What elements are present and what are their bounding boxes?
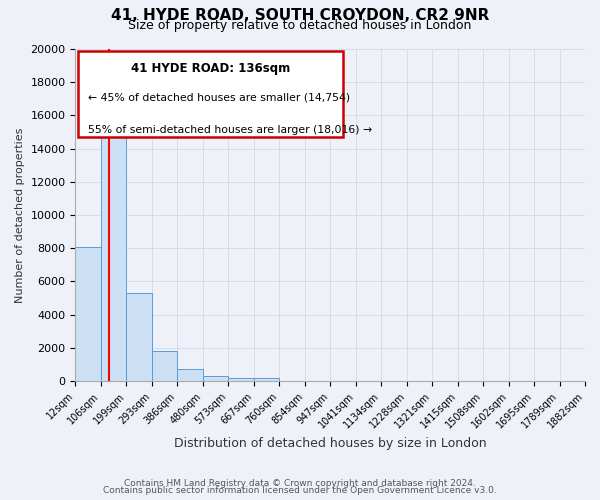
Text: ← 45% of detached houses are smaller (14,754): ← 45% of detached houses are smaller (14… (88, 92, 350, 102)
Bar (203, 376, 228, 381)
Text: Size of property relative to detached houses in London: Size of property relative to detached ho… (128, 19, 472, 32)
Text: 55% of semi-detached houses are larger (18,016) →: 55% of semi-detached houses are larger (… (88, 126, 372, 136)
Text: 41, HYDE ROAD, SOUTH CROYDON, CR2 9NR: 41, HYDE ROAD, SOUTH CROYDON, CR2 9NR (111, 8, 489, 22)
Bar (254, 378, 279, 381)
Bar (76, 246, 101, 381)
Bar (152, 351, 178, 381)
Bar (127, 293, 152, 381)
Text: Contains public sector information licensed under the Open Government Licence v3: Contains public sector information licen… (103, 486, 497, 495)
Text: Contains HM Land Registry data © Crown copyright and database right 2024.: Contains HM Land Registry data © Crown c… (124, 478, 476, 488)
Bar (178, 370, 203, 381)
FancyBboxPatch shape (78, 50, 343, 137)
Y-axis label: Number of detached properties: Number of detached properties (15, 128, 25, 302)
Text: 41 HYDE ROAD: 136sqm: 41 HYDE ROAD: 136sqm (131, 62, 290, 76)
Bar (228, 378, 254, 381)
X-axis label: Distribution of detached houses by size in London: Distribution of detached houses by size … (174, 437, 487, 450)
Bar (101, 106, 127, 381)
